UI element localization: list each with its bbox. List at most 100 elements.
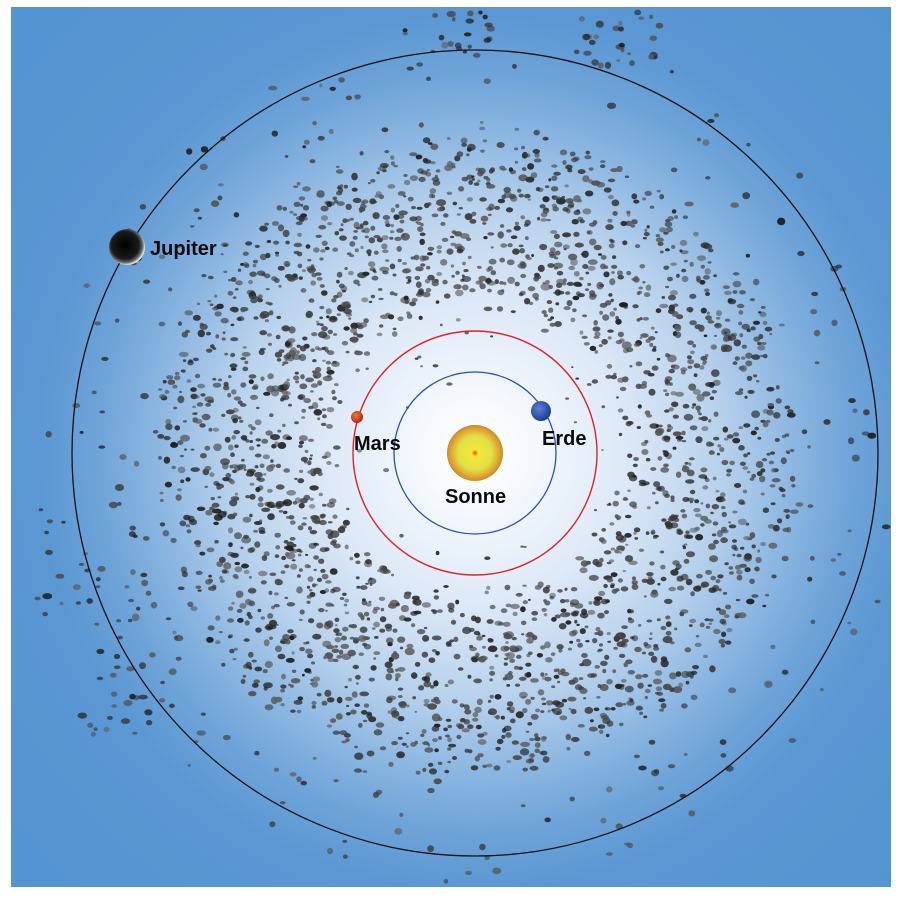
asteroid [785, 514, 790, 520]
asteroid [848, 398, 856, 404]
asteroid [307, 564, 312, 569]
asteroid [441, 41, 449, 49]
asteroid [275, 503, 283, 509]
asteroid [269, 619, 277, 627]
asteroid [325, 580, 332, 584]
asteroid [481, 634, 486, 638]
asteroid [417, 226, 424, 232]
asteroid [362, 220, 369, 226]
asteroid [744, 567, 751, 573]
asteroid [344, 267, 348, 270]
asteroid [240, 357, 247, 361]
asteroid [333, 445, 341, 450]
asteroid [510, 235, 518, 239]
asteroid [560, 608, 567, 613]
asteroid [244, 263, 250, 268]
asteroid [742, 466, 749, 470]
asteroid [695, 534, 704, 541]
asteroid [687, 340, 694, 346]
asteroid [620, 220, 628, 227]
asteroid [331, 539, 337, 544]
asteroid [474, 755, 480, 762]
asteroid [265, 430, 273, 436]
asteroid [720, 753, 727, 758]
asteroid [512, 63, 517, 69]
asteroid [373, 606, 381, 611]
asteroid [387, 314, 395, 320]
asteroid [97, 565, 106, 572]
asteroid [249, 431, 253, 435]
asteroid [450, 264, 454, 268]
asteroid [422, 158, 429, 163]
asteroid [322, 503, 327, 507]
asteroid [195, 570, 203, 576]
asteroid [452, 201, 458, 206]
asteroid [514, 683, 521, 687]
asteroid [139, 662, 146, 670]
asteroid [267, 613, 274, 619]
asteroid [489, 604, 496, 610]
asteroid [482, 222, 487, 225]
asteroid [307, 460, 312, 466]
asteroid [245, 661, 252, 669]
asteroid [273, 604, 280, 608]
asteroid [687, 359, 695, 365]
asteroid [240, 678, 246, 685]
asteroid [233, 212, 240, 218]
asteroid [303, 139, 310, 145]
asteroid [412, 599, 417, 605]
asteroid [494, 654, 499, 658]
asteroid [617, 274, 624, 280]
asteroid [141, 579, 149, 587]
asteroid [306, 600, 311, 604]
asteroid [443, 727, 448, 732]
asteroid [588, 601, 593, 605]
asteroid [573, 281, 582, 287]
asteroid [333, 333, 338, 336]
asteroid [494, 279, 499, 285]
asteroid [350, 322, 359, 329]
asteroid [627, 670, 635, 675]
asteroid [509, 658, 516, 663]
asteroid [785, 450, 790, 454]
asteroid [447, 737, 452, 743]
asteroid [386, 695, 397, 701]
asteroid [336, 271, 343, 278]
asteroid [736, 569, 743, 575]
asteroid [671, 401, 679, 408]
asteroid [599, 310, 603, 315]
asteroid [231, 601, 235, 605]
asteroid [596, 281, 604, 290]
asteroid [476, 635, 483, 641]
asteroid [645, 284, 652, 291]
asteroid [760, 541, 766, 547]
asteroid [95, 585, 101, 589]
asteroid [599, 643, 603, 647]
asteroid [520, 215, 525, 220]
asteroid [685, 534, 694, 539]
asteroid [483, 37, 491, 43]
asteroid [290, 347, 297, 355]
asteroid [311, 272, 317, 278]
asteroid [572, 295, 580, 301]
asteroid [646, 506, 651, 510]
asteroid [456, 213, 461, 216]
asteroid [281, 325, 291, 332]
asteroid [422, 291, 431, 298]
asteroid [326, 724, 332, 728]
asteroid [301, 416, 306, 419]
asteroid [207, 625, 215, 631]
asteroid [487, 645, 498, 653]
asteroid [311, 661, 315, 665]
asteroid [389, 291, 395, 296]
asteroid [632, 463, 638, 468]
asteroid [296, 344, 301, 348]
asteroid [587, 673, 595, 678]
asteroid [660, 659, 669, 668]
asteroid [241, 458, 245, 462]
asteroid [478, 275, 487, 282]
asteroid [309, 454, 313, 457]
asteroid [336, 313, 341, 316]
asteroid [395, 668, 399, 672]
asteroid [297, 263, 303, 269]
